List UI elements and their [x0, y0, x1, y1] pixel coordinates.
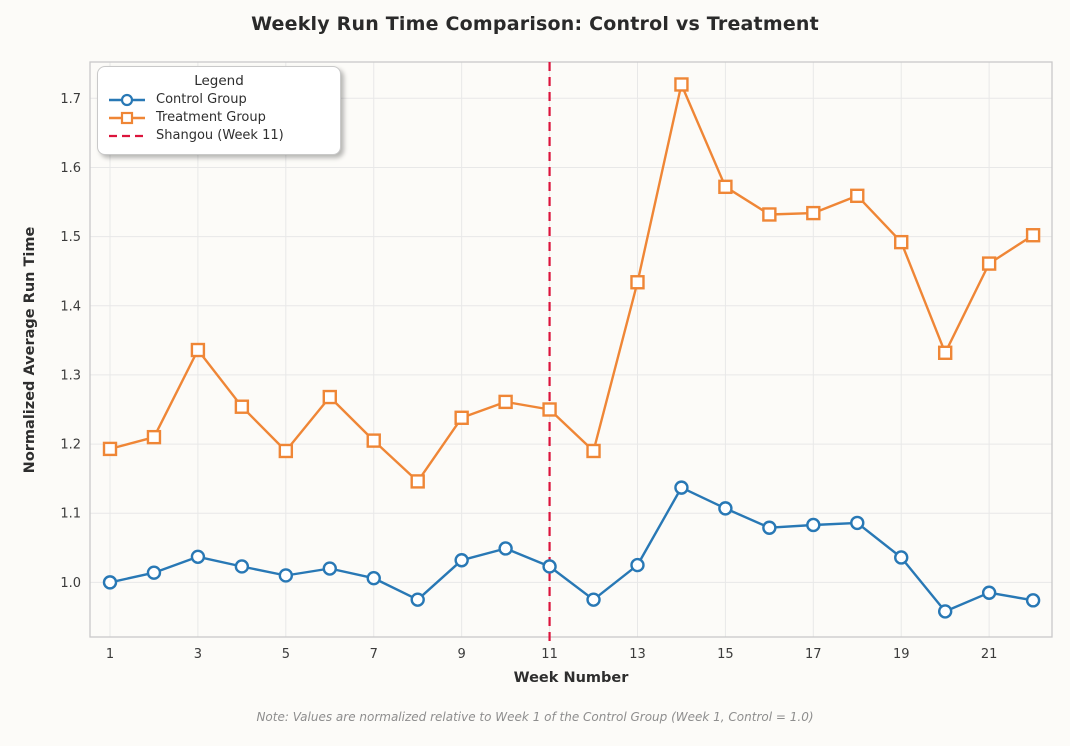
treatment-marker: [322, 389, 337, 405]
legend-label-control: Control Group: [156, 92, 247, 107]
y-tick-label: 1.4: [60, 299, 81, 314]
x-tick-label: 21: [981, 647, 998, 662]
treatment-marker: [454, 410, 469, 425]
treatment-marker: [542, 402, 557, 417]
treatment-marker: [410, 474, 425, 489]
x-tick-label: 5: [282, 647, 290, 662]
y-tick-label: 1.1: [60, 507, 81, 522]
control-marker: [498, 541, 513, 556]
footnote: Note: Values are normalized relative to …: [256, 710, 814, 724]
x-tick-label: 19: [893, 647, 910, 662]
control-marker: [190, 549, 206, 564]
legend-item-shangou: Shangou (Week 11): [107, 128, 331, 143]
control-marker: [102, 575, 118, 590]
control-marker: [718, 501, 733, 516]
treatment-marker: [850, 188, 865, 204]
control-marker: [410, 592, 425, 607]
y-tick-label: 1.2: [60, 438, 81, 453]
control-marker: [586, 592, 601, 607]
control-marker: [454, 553, 469, 568]
legend-sample-marker: [120, 93, 134, 106]
y-tick-label: 1.5: [60, 230, 81, 245]
treatment-marker: [981, 256, 997, 271]
treatment-marker: [146, 429, 162, 445]
treatment-line: [109, 83, 1034, 483]
legend-item-control: Control Group: [107, 92, 331, 107]
control-marker: [850, 515, 865, 531]
treatment-marker: [718, 179, 733, 195]
x-tick-label: 1: [106, 647, 114, 662]
control-marker: [146, 565, 162, 580]
legend-item-treatment: Treatment Group: [107, 110, 331, 125]
x-tick-label: 13: [629, 647, 646, 662]
treatment-marker: [674, 77, 689, 92]
control-marker: [322, 561, 337, 576]
control-line: [109, 486, 1034, 613]
treatment-marker: [234, 399, 250, 414]
treatment-marker: [586, 443, 601, 459]
x-axis-title: Week Number: [513, 670, 629, 686]
y-tick-label: 1.6: [60, 161, 81, 176]
control-marker: [806, 517, 821, 533]
control-marker: [937, 604, 953, 619]
control-marker: [234, 559, 250, 574]
legend-label-shangou: Shangou (Week 11): [156, 128, 284, 143]
y-tick-label: 1.7: [60, 92, 81, 107]
treatment-marker: [894, 234, 909, 250]
legend-label-treatment: Treatment Group: [156, 110, 266, 125]
legend-title: Legend: [194, 73, 244, 89]
control-marker: [762, 520, 777, 535]
control-marker: [674, 480, 689, 495]
control-marker: [278, 568, 294, 583]
control-line-icon: [109, 93, 145, 106]
treatment-marker: [190, 342, 206, 358]
control-marker: [366, 571, 381, 586]
control-marker: [1025, 593, 1041, 608]
x-tick-label: 15: [717, 647, 734, 662]
control-marker: [542, 559, 557, 574]
control-marker: [981, 585, 997, 600]
treatment-marker: [1025, 228, 1041, 243]
dashed-line-icon: [109, 134, 145, 137]
x-tick-label: 3: [194, 647, 202, 662]
treatment-marker: [630, 275, 645, 290]
control-marker: [894, 550, 909, 565]
treatment-line-icon: [109, 111, 145, 124]
treatment-marker: [278, 443, 294, 459]
control-marker: [630, 557, 645, 573]
legend: Legend Control Group Treatment Group Sha…: [97, 66, 341, 155]
treatment-marker: [806, 205, 821, 221]
y-tick-label: 1.0: [60, 576, 81, 591]
x-tick-label: 17: [805, 647, 822, 662]
treatment-marker: [102, 441, 118, 457]
treatment-marker: [366, 433, 381, 448]
plot-border: [89, 61, 1053, 638]
legend-sample-marker: [120, 111, 134, 124]
treatment-marker: [498, 394, 513, 410]
x-tick-label: 9: [458, 647, 466, 662]
x-tick-label: 7: [370, 647, 378, 662]
chart-title: Weekly Run Time Comparison: Control vs T…: [251, 13, 819, 35]
y-axis-title: Normalized Average Run Time: [22, 226, 38, 474]
treatment-marker: [937, 345, 953, 360]
x-tick-label: 11: [541, 647, 558, 662]
y-tick-label: 1.3: [60, 368, 81, 383]
treatment-marker: [762, 207, 777, 222]
